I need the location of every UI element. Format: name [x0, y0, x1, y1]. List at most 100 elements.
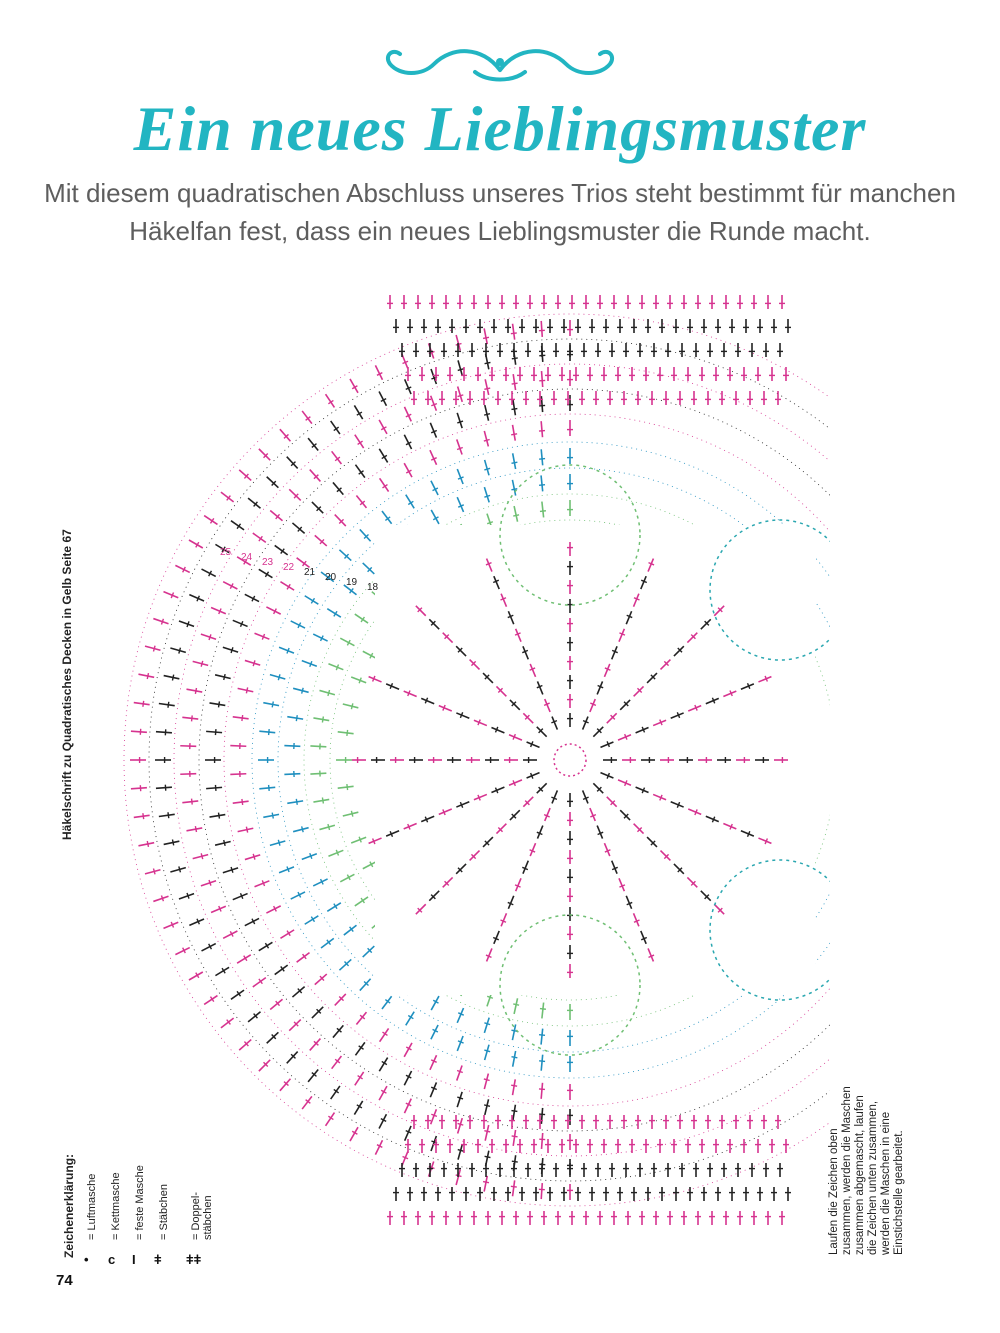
chart-stitch-ring-6-bar: [333, 903, 338, 910]
chart-stitch-ring-1: [230, 989, 245, 1000]
chart-stitch-ring-5-bar: [484, 467, 491, 471]
chart-stitch-spoke-9-bar: [407, 690, 411, 697]
chart-stitch-ring-0: [324, 393, 336, 408]
chart-stitch-spoke-9-bar: [529, 741, 534, 748]
chart-stitch-ring-4-bar: [359, 1014, 366, 1020]
chart-stitch-ring-8: [350, 836, 367, 844]
chart-chain-ring-3: [198, 388, 830, 1132]
chart-stitch-spoke-7: [491, 786, 505, 794]
chart-stitch-spoke-6: [482, 836, 494, 848]
chart-stitch-ring-6: [430, 995, 440, 1011]
page-title: Ein neues Lieblingsmuster: [133, 93, 867, 164]
chart-chain-ring-0: [123, 313, 830, 1207]
chart-stitch-ring-1: [158, 813, 175, 818]
chart-stitch-spoke-2: [619, 809, 631, 821]
chart-stitch-ring-4-bar: [319, 538, 325, 545]
chart-stitch-ring-0: [203, 994, 218, 1006]
chart-stitch-ring-5-bar: [297, 891, 302, 898]
chart-stitch-ring-1: [430, 1135, 438, 1152]
chart-stitch-ring-0: [483, 328, 489, 345]
chart-stitch-spoke-13-bar: [626, 614, 633, 619]
chart-stitch-ring-3: [222, 867, 239, 874]
chart-stitch-ring-5: [290, 891, 306, 900]
chart-stitch-ring-3: [484, 404, 490, 421]
chart-stitch-ring-2-bar: [511, 1135, 518, 1138]
chart-stitch-ring-7: [310, 772, 327, 775]
chart-stitch-spoke-10-bar: [430, 620, 436, 626]
chart-stitch-spoke-1: [652, 793, 667, 801]
chart-stitch-ring-1: [215, 966, 230, 977]
chart-stitch-spoke-5: [544, 807, 551, 822]
chart-stitch-spoke-5: [485, 948, 493, 962]
chart-stitch-spoke-15-bar: [729, 690, 733, 697]
chart-stitch-ring-7-bar: [513, 1003, 520, 1006]
chart-stitch-ring-4: [266, 905, 282, 914]
chart-stitch-spoke-2: [686, 876, 698, 888]
chart-stitch-ring-6-bar: [484, 494, 491, 498]
chart-stitch-spoke-10: [482, 672, 494, 684]
chart-stitch-ring-2: [484, 1124, 490, 1141]
chart-stitch-ring-4-bar: [405, 469, 412, 474]
chart-stitch-ring-2-bar: [229, 583, 234, 590]
chart-stitch-ring-1: [378, 391, 388, 407]
chart-stitch-ring-4-bar: [483, 438, 490, 442]
chart-stitch-spoke-9: [420, 697, 435, 705]
chart-stitch-spoke-2-bar: [623, 813, 629, 819]
chart-stitch-spoke-7: [385, 830, 400, 837]
chart-scallop-0: [499, 464, 641, 606]
chart-stitch-spoke-15: [758, 675, 772, 683]
chart-stitch-spoke-11-bar: [529, 667, 536, 671]
chart-stitch-ring-1-bar: [356, 411, 363, 416]
chart-stitch-spoke-14-bar: [717, 607, 723, 613]
chart-stitch-spoke-10: [455, 645, 467, 657]
chart-stitch-ring-8: [350, 676, 367, 684]
chart-stitch-ring-6-bar: [295, 798, 298, 805]
chart-stitch-ring-7-bar: [335, 849, 340, 856]
chart-stitch-spoke-13: [632, 593, 640, 607]
chart-stitch-ring-2-bar: [258, 535, 263, 542]
chart-stitch-spoke-1: [758, 837, 772, 845]
chart-stitch-spoke-11: [529, 663, 537, 678]
chart-stitch-ring-6: [292, 687, 309, 694]
chart-stitch-ring-1-bar: [253, 501, 258, 507]
chart-stitch-ring-8-bar: [350, 703, 354, 710]
chart-stitch-ring-2-bar: [275, 513, 281, 520]
chart-stitch-ring-5: [381, 995, 393, 1010]
chart-stitch-ring-0-bar: [226, 1019, 231, 1025]
chart-stitch-ring-0: [349, 378, 359, 394]
chart-stitch-ring-5-bar: [363, 980, 369, 987]
chart-stitch-spoke-13-bar: [633, 597, 640, 601]
chart-stitch-ring-7: [541, 1002, 545, 1019]
chart-stitch-ring-5: [338, 958, 352, 971]
legend: Zeichenerklärung: • = Luftmasche c = Ket…: [62, 1140, 222, 1267]
chart-stitch-ring-5-bar: [539, 457, 546, 460]
chart-stitch-ring-0: [374, 1139, 384, 1155]
chart-stitch-ring-3-bar: [430, 429, 438, 434]
chart-stitch-ring-7-bar: [360, 897, 366, 904]
chart-stitch-ring-7: [319, 824, 336, 831]
chart-stitch-ring-4-bar: [302, 953, 307, 960]
chart-stitch-ring-5-bar: [384, 998, 391, 1004]
chart-stitch-ring-6: [326, 902, 342, 912]
chart-stitch-ring-5: [263, 813, 280, 819]
chart-stitch-ring-1: [230, 520, 245, 531]
chart-stitch-ring-7: [313, 798, 330, 803]
chart-stitch-ring-2: [354, 1071, 365, 1086]
chart-stitch-ring-4: [483, 430, 490, 447]
chart-stitch-spoke-11: [551, 716, 559, 730]
chart-stitch-ring-7-bar: [335, 664, 340, 671]
chart-stitch-ring-5: [278, 866, 295, 874]
chart-stitch-spoke-1: [740, 830, 755, 837]
chart-stitch-ring-2-bar: [229, 930, 234, 937]
chart-stitch-ring-3-bar: [264, 942, 270, 949]
chart-stitch-ring-7: [541, 501, 545, 518]
chart-stitch-spoke-15-bar: [606, 741, 611, 748]
chart-stitch-spoke-15-bar: [659, 719, 663, 726]
chart-stitch-spoke-11: [522, 646, 530, 660]
chart-stitch-spoke-3-bar: [590, 814, 597, 818]
chart-stitch-spoke-11-bar: [536, 684, 543, 689]
chart-stitch-ring-5: [304, 595, 319, 605]
chart-stitch-ring-2: [182, 716, 199, 720]
chart-stitch-ring-4: [511, 1079, 517, 1096]
chart-stitch-ring-6: [540, 1028, 544, 1045]
